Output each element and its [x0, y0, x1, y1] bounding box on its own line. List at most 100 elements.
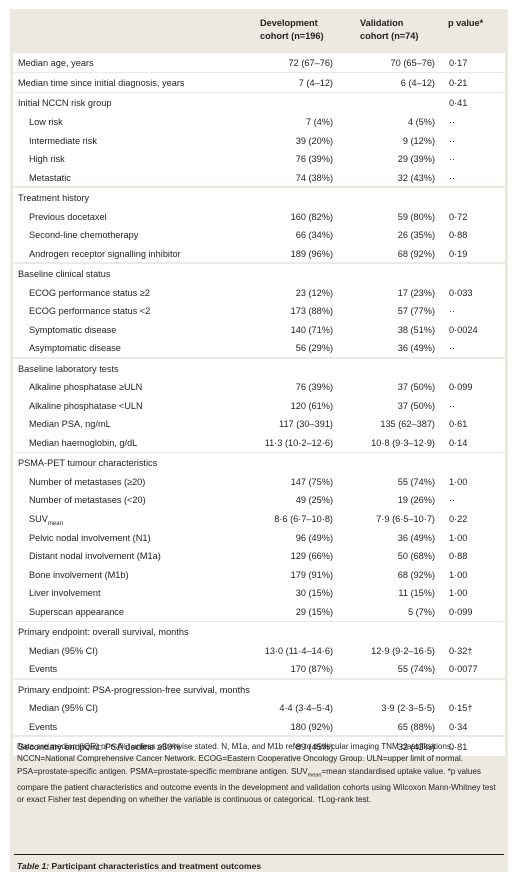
row-label: Intermediate risk [29, 135, 97, 146]
validation-value: 11 (15%) [398, 588, 435, 599]
validation-value: 3·9 (2·3–5·5) [381, 703, 435, 714]
row-background [13, 188, 505, 208]
row-label: Primary endpoint: PSA-progression-free s… [18, 684, 250, 695]
validation-value: 55 (74%) [397, 664, 435, 675]
p-value: 0·17 [449, 58, 468, 68]
validation-value: 68 (92%) [397, 248, 435, 259]
p-value: ·· [449, 306, 456, 317]
p-value: 0·34 [449, 721, 468, 732]
validation-value: 37 (50%) [397, 382, 435, 393]
validation-value: 65 (88%) [397, 721, 435, 732]
table-row: Number of metastases (<20) 49 (25%) 19 (26… [13, 490, 505, 510]
row-background [13, 622, 505, 642]
p-value: 0·033 [449, 287, 473, 298]
p-value: 0·81 [449, 742, 468, 752]
row-label: Events [29, 721, 58, 732]
row-label: Low risk [29, 117, 63, 127]
p-value: ·· [449, 400, 456, 411]
table-row-heading: PSMA-PET tumour characteristics [13, 453, 505, 473]
development-value: 7 (4–12) [298, 78, 333, 89]
row-label: Median age, years [18, 58, 94, 68]
row-background [13, 602, 505, 621]
development-value: 23 (12%) [295, 287, 333, 298]
row-background [13, 640, 505, 660]
row-background [13, 433, 505, 452]
development-value: 66 (34%) [295, 230, 333, 241]
validation-value: 7·9 (6·5–10·7) [376, 514, 435, 524]
development-value: 8·6 (6·7–10·8) [274, 514, 333, 524]
development-value: 140 (71%) [290, 324, 333, 335]
table-row: ECOG performance status ≥2 23 (12%) 17 (23… [13, 282, 505, 302]
table-row: Second-line chemotherapy 66 (34%) 26 (35%)… [13, 225, 505, 245]
table-row-heading: Primary endpoint: overall survival, mont… [13, 622, 505, 642]
row-background [13, 564, 505, 584]
table-row: Metastatic 74 (38%) 32 (43%) ·· [13, 167, 505, 187]
row-label: Secondary endpoint: PSA decline ≥50% [18, 742, 181, 752]
row-label: High risk [29, 154, 65, 165]
row-background [13, 319, 505, 339]
development-value: 179 (91%) [290, 569, 333, 580]
row-label: Previous docetaxel [29, 211, 107, 222]
row-background [13, 301, 505, 321]
development-value: 39 (20%) [295, 135, 333, 146]
row-background [13, 527, 505, 547]
row-label: Distant nodal involvement (M1a) [29, 551, 161, 562]
table-row: Asymptomatic disease 56 (29%) 36 (49%) ·· [13, 338, 505, 357]
development-value: 120 (61%) [290, 400, 333, 411]
p-value: ·· [449, 495, 456, 506]
table-row: Distant nodal involvement (M1a) 129 (66%)… [13, 546, 505, 566]
development-value: 76 (39%) [295, 382, 333, 393]
validation-value: 57 (77%) [397, 306, 435, 317]
row-background [13, 167, 505, 187]
validation-value: 68 (92%) [397, 569, 435, 580]
table-row: Median (95% CI) 13·0 (11·4–14·6) 12·9 (9·2… [13, 640, 505, 660]
validation-value: 29 (39%) [397, 154, 435, 165]
table-row-heading: Baseline laboratory tests [13, 358, 505, 378]
development-value: 147 (75%) [290, 476, 333, 487]
table-row: SUVmean 8·6 (6·7–10·8) 7·9 (6·5–10·7) 0·22 [13, 509, 505, 529]
row-label: Baseline laboratory tests [18, 363, 119, 374]
validation-value: 19 (26%) [397, 495, 435, 506]
development-value: 160 (82%) [290, 211, 333, 222]
row-label: Baseline clinical status [18, 269, 111, 279]
p-value: 0·099 [449, 382, 473, 393]
row-background [13, 93, 505, 113]
row-background [13, 583, 505, 603]
table-row: Median (95% CI) 4·4 (3·4–5·4) 3·9 (2·3–5·5… [13, 698, 505, 718]
row-label: Asymptomatic disease [29, 343, 121, 354]
validation-value: 26 (35%) [397, 230, 435, 241]
table-row: Bone involvement (M1b) 179 (91%) 68 (92%) 1… [13, 564, 505, 584]
table-row: Events 170 (87%) 55 (74%) 0·0077 [13, 659, 505, 678]
table-row-heading: Baseline clinical status [13, 264, 505, 284]
row-background [13, 377, 505, 397]
development-value: 56 (29%) [295, 343, 333, 354]
development-value: 173 (88%) [290, 306, 333, 317]
row-background [13, 490, 505, 510]
row-background [13, 358, 505, 378]
p-value: 0·19 [449, 248, 468, 259]
p-value: 0·22 [449, 514, 468, 524]
row-background [13, 149, 505, 169]
row-background [13, 414, 505, 434]
development-value: 96 (49%) [295, 532, 333, 543]
p-value: ·· [449, 154, 456, 165]
p-value: 0·21 [449, 78, 468, 89]
development-value: 49 (25%) [295, 495, 333, 506]
row-label: Median time since initial diagnosis, yea… [18, 78, 185, 89]
table-row-heading: Secondary endpoint: PSA decline ≥50% 89 (… [13, 737, 505, 756]
p-value: ·· [449, 135, 456, 146]
development-value: 11·3 (10·2–12·6) [264, 438, 333, 448]
p-value: 0·88 [449, 551, 468, 562]
validation-value: 5 (7%) [407, 607, 435, 617]
development-value: 89 (45%) [295, 742, 333, 752]
table-row: Intermediate risk 39 (20%) 9 (12%) ·· [13, 130, 505, 150]
development-value: 180 (92%) [290, 721, 333, 732]
row-background [13, 264, 505, 284]
table-row-heading: Treatment history [13, 188, 505, 208]
row-background [13, 243, 505, 263]
row-background [13, 395, 505, 415]
p-value: 0·72 [449, 211, 468, 222]
row-background [13, 679, 505, 699]
validation-value: 55 (74%) [397, 476, 435, 487]
p-value: ·· [449, 343, 456, 354]
